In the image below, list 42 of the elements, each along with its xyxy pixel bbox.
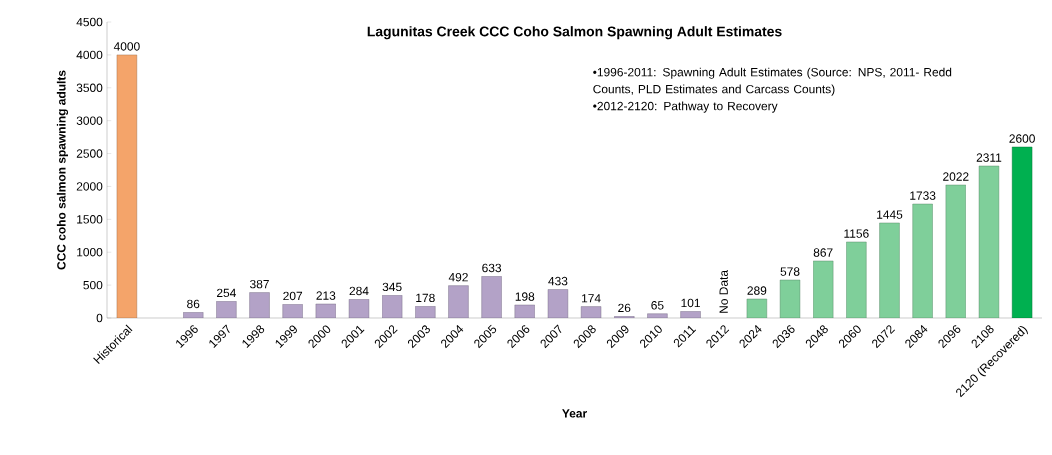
chart-title: Lagunitas Creek CCC Coho Salmon Spawning Adult Estimates	[367, 26, 782, 40]
data-label: 2311	[976, 153, 1002, 162]
y-tick-label: 4500	[76, 17, 103, 27]
text: No Data	[719, 269, 728, 313]
data-label: 178	[416, 293, 435, 303]
y-tick-label: 2000	[76, 182, 103, 191]
data-label: 254	[216, 288, 236, 298]
data-label: 4000	[113, 42, 140, 51]
y-tick-label: 1000	[77, 247, 103, 257]
y-tick-label: 3500	[76, 83, 103, 92]
data-label: 284	[349, 286, 369, 296]
y-tick-label: 4000	[76, 50, 103, 60]
y-tick-label: 2500	[76, 149, 103, 158]
data-label: 65	[651, 301, 664, 310]
data-label: 86	[187, 299, 200, 309]
data-label: 1733	[910, 191, 936, 200]
data-label: 101	[681, 298, 700, 308]
data-label: 213	[316, 291, 336, 300]
data-label: 1156	[844, 229, 869, 238]
data-label: 2600	[1009, 134, 1035, 143]
y-tick-label: 3000	[76, 116, 103, 125]
data-label: 26	[618, 303, 631, 313]
data-label: 1445	[877, 210, 903, 219]
data-label: 433	[548, 276, 568, 286]
annotation: •2012-2120: Pathway to Recovery	[593, 101, 778, 113]
annotation: •1996-2011: Spawning Adult Estimates (Source: NPS, 2011- Redd Counts, PLD Estimates and Carcass Counts)	[593, 67, 952, 96]
y-tick-label: 500	[83, 280, 103, 290]
data-label: 345	[382, 282, 402, 292]
data-label: 492	[448, 272, 468, 282]
data-label: 578	[780, 267, 800, 276]
data-label: 198	[515, 292, 535, 301]
data-label: 387	[250, 279, 269, 289]
data-label: 867	[813, 248, 833, 257]
data-label: 207	[283, 291, 303, 301]
data-label: 289	[747, 286, 767, 295]
x-axis-title: Year	[562, 409, 587, 418]
data-label: 174	[582, 294, 601, 303]
y-tick-label: 1500	[77, 215, 103, 224]
y-tick-label: 0	[96, 313, 103, 323]
y-axis-title: CCC coho salmon spawning adults	[56, 70, 69, 270]
data-label: 2022	[943, 172, 969, 181]
data-label: 633	[482, 263, 502, 273]
